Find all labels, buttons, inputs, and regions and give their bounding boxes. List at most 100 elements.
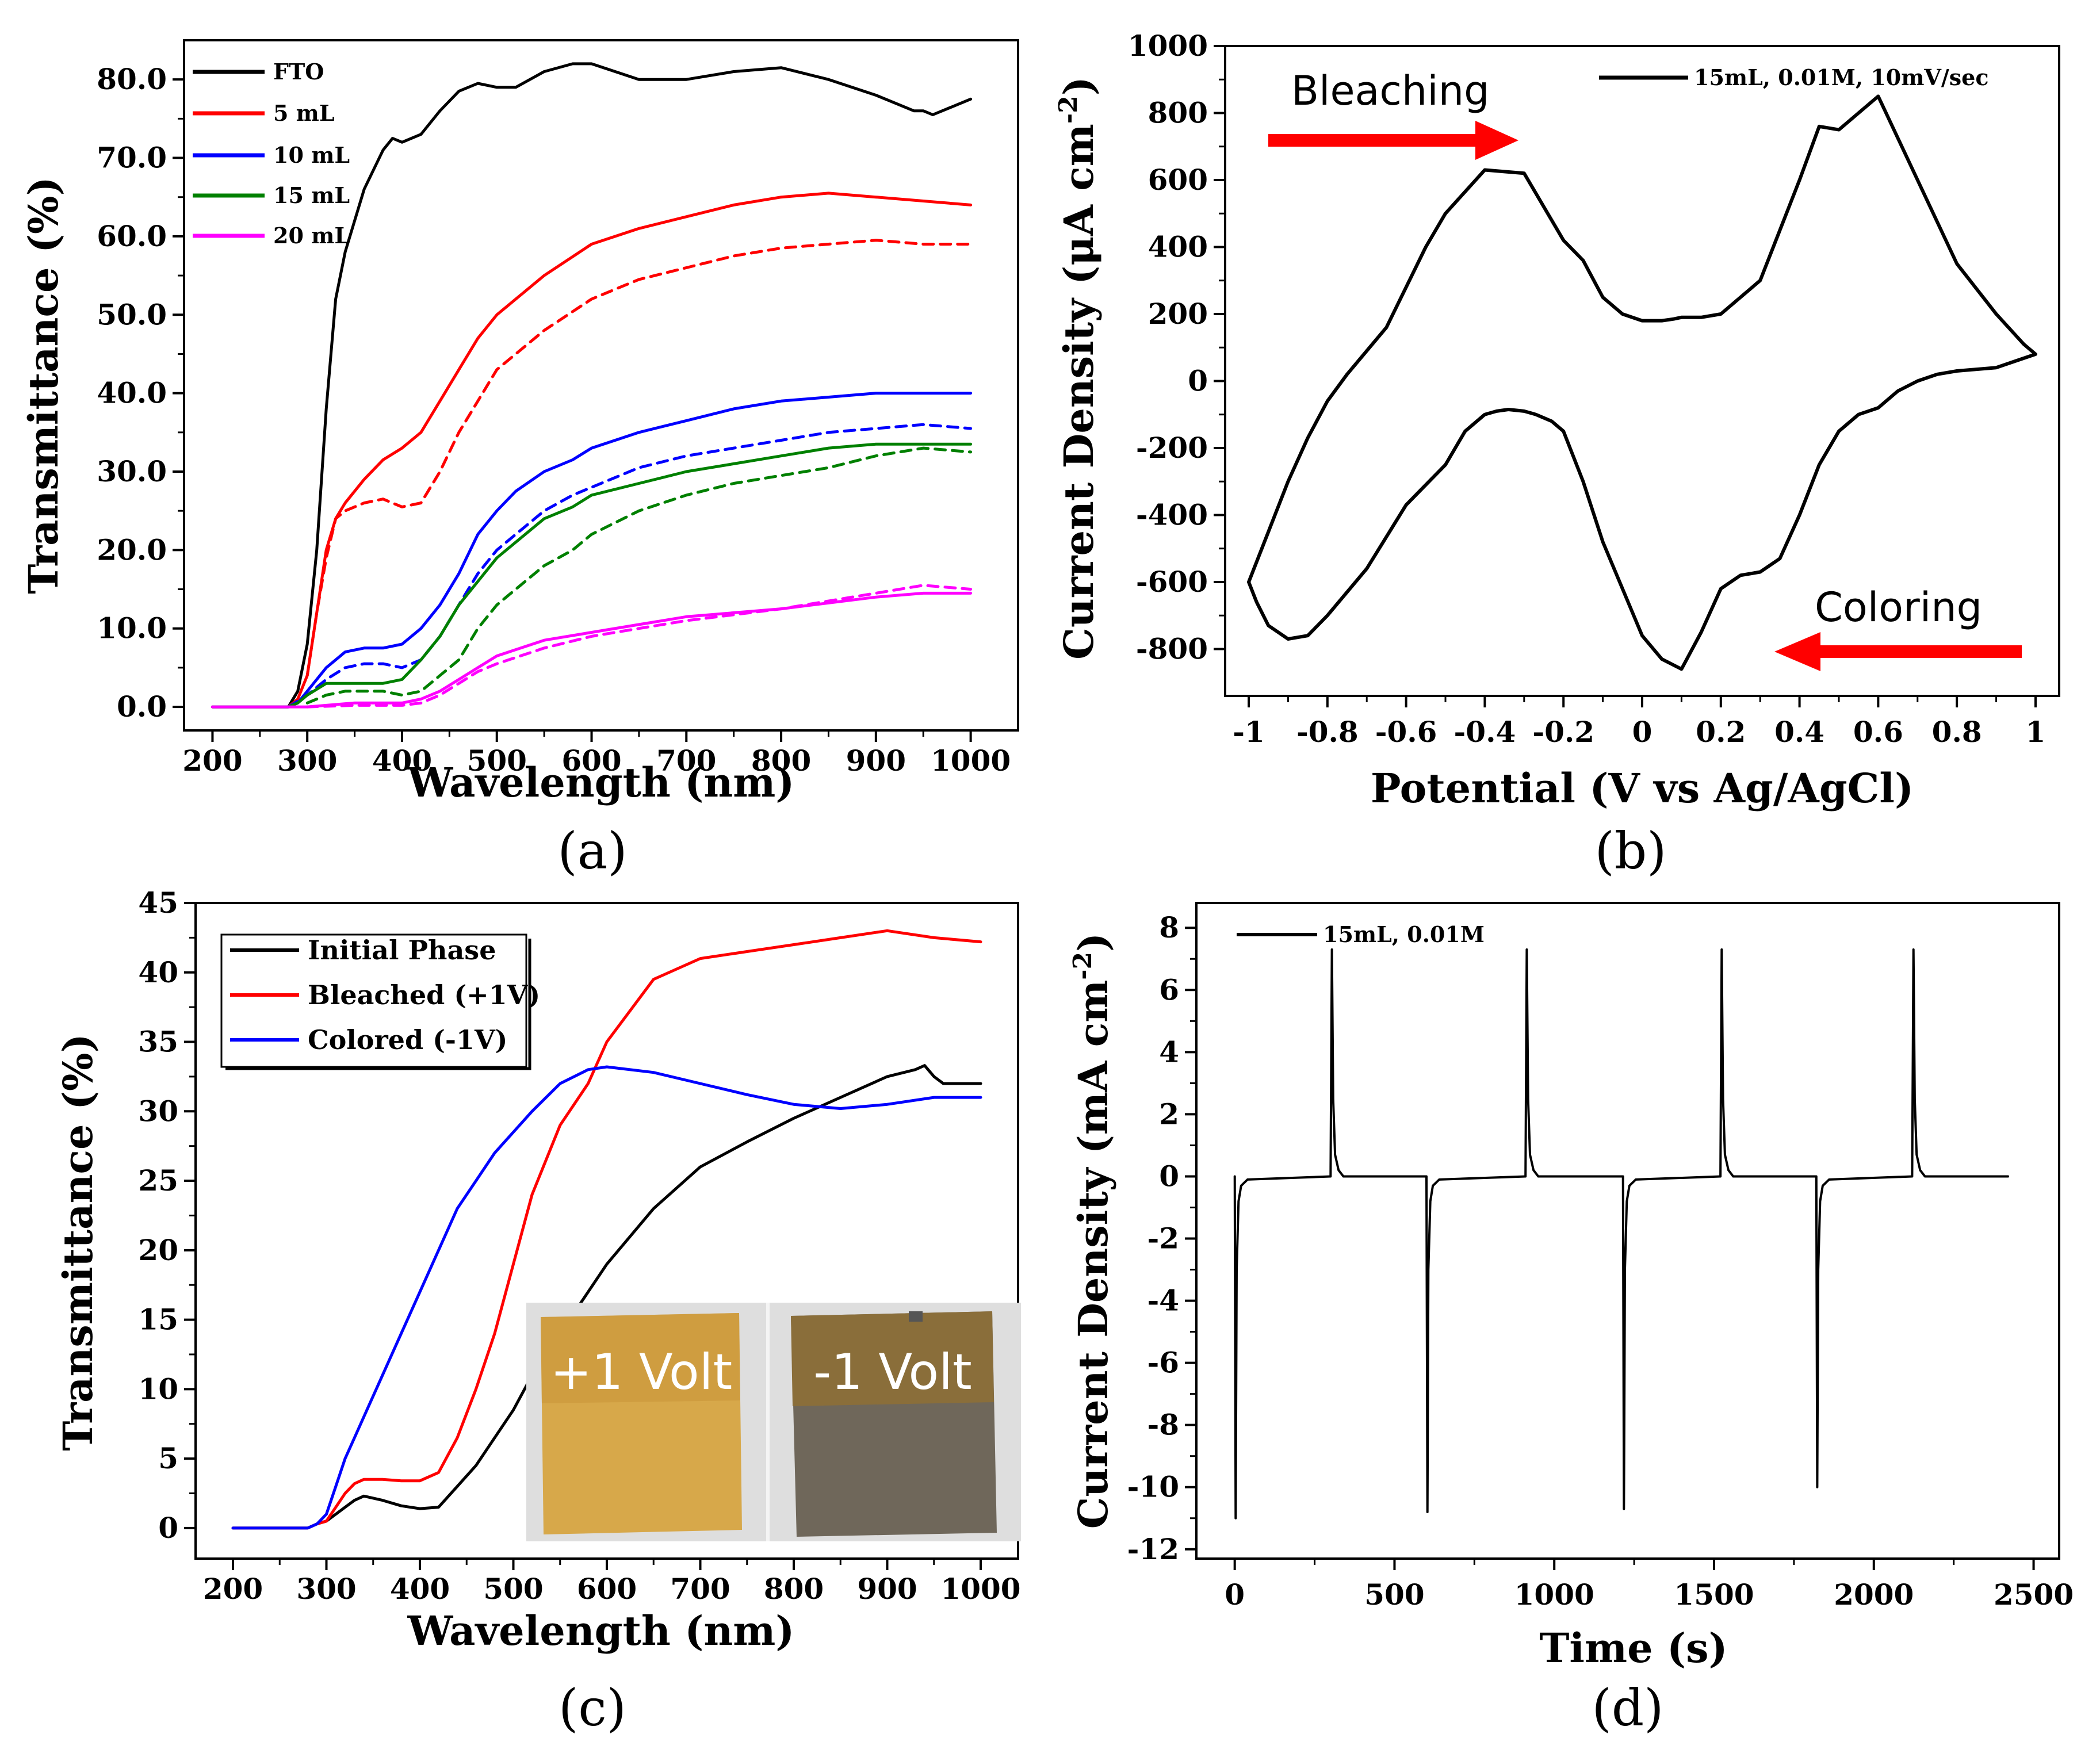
panel-b-xtick-label: 0.6: [1853, 715, 1903, 749]
panel-c-xtick-label: 200: [203, 1572, 263, 1606]
legend-label-fto: FTO: [273, 59, 324, 85]
panel-a-series-10-ml: [211, 392, 973, 709]
photo-label-plus-1-volt: +1 Volt: [550, 1344, 733, 1401]
panel-c-xtick-label: 500: [483, 1572, 543, 1606]
panel-c-xtick-label: 900: [857, 1572, 917, 1606]
panel-c: 200 300 400 500 600 700 800 900 1000 0 5 10 15 20 25 30…: [54, 886, 1021, 1737]
panel-d-ylabel: Current Density (mA cm-2): [1068, 933, 1117, 1529]
legend-label-initial: Initial Phase: [308, 935, 496, 966]
panel-c-ytick-label: 15: [138, 1303, 178, 1337]
panel-a: 200 300 400 500 600 700 800 900 1000 0.0 10.0 20.0 3…: [20, 39, 1019, 881]
panel-c-series-colored-1v: [231, 1065, 982, 1530]
panel-a-xtick-label: 1000: [931, 744, 1011, 778]
legend-label-20ml: 20 mL: [273, 223, 350, 248]
panel-c-xtick-label: 600: [577, 1572, 637, 1606]
panel-c-xtick-label: 700: [670, 1572, 730, 1606]
panel-c-ytick-label: 10: [138, 1372, 178, 1406]
panel-a-ytick-label: 50.0: [97, 297, 167, 331]
panel-a-xtick-label: 600: [561, 744, 621, 778]
panel-d-ytick-label: 6: [1159, 973, 1179, 1006]
panel-a-series-15-ml-dashed: [305, 446, 973, 705]
panel-d-ytick-label: -4: [1147, 1284, 1179, 1318]
bleaching-arrow-head: [1475, 121, 1518, 160]
panel-b-ylabel-end: ): [1055, 76, 1103, 95]
panel-d-ytick-label: 4: [1159, 1035, 1179, 1069]
panel-c-series-bleached-1v: [231, 929, 982, 1530]
panel-c-xtick-label: 1000: [940, 1572, 1020, 1606]
legend-label-10ml: 10 mL: [273, 142, 350, 168]
panel-a-ytick-label: 40.0: [97, 376, 167, 410]
panel-d-ytick-label: -8: [1147, 1408, 1179, 1442]
panel-d-ytick-label: 2: [1159, 1097, 1179, 1131]
legend-label-ca: 15mL, 0.01M: [1323, 921, 1485, 947]
panel-b-xtick-label: 0.8: [1932, 715, 1982, 749]
panel-b-ytick-label: 600: [1148, 163, 1208, 197]
panel-d-ytick-label: -12: [1127, 1532, 1179, 1566]
panel-a-ylabel: Transmittance (%): [20, 177, 67, 594]
panel-c-ylabel: Transmittance (%): [54, 1034, 102, 1450]
panel-d-xlabel: Time (s): [1539, 1624, 1727, 1672]
panel-a-series-20-ml: [211, 591, 973, 709]
panel-a-ytick-label: 30.0: [97, 454, 167, 488]
panel-c-series-initial-phase: [231, 1064, 982, 1530]
legend-label-colored: Colored (-1V): [308, 1024, 507, 1055]
panel-c-plot-area: [231, 929, 982, 1530]
panel-b: -1 -0.8 -0.6 -0.4 -0.2 0 0.2 0.4 0.6 0.8 1 -800 -600…: [1054, 29, 2060, 881]
panel-d-ytick-label: 8: [1159, 910, 1179, 944]
panel-c-legend-box: [220, 933, 527, 1068]
panel-b-ytick-label: 800: [1148, 95, 1208, 129]
panel-a-series-fto: [211, 62, 973, 709]
panel-b-ytick-label: -800: [1136, 631, 1208, 665]
panel-d-series-15ml-0-01m: [1233, 948, 2010, 1519]
panel-a-xtick-label: 300: [277, 744, 337, 778]
panel-c-ytick-label: 20: [138, 1233, 178, 1267]
legend-label-bleached: Bleached (+1V): [308, 979, 540, 1011]
panel-a-series-5-ml: [211, 192, 973, 709]
panel-c-ticks: 200 300 400 500 600 700 800 900 1000 0 5 10 15 20 25 30…: [138, 886, 1020, 1606]
panel-c-ytick-label: 25: [138, 1163, 178, 1197]
panel-c-ytick-label: 30: [138, 1094, 178, 1128]
panel-d-xtick-label: 500: [1364, 1578, 1424, 1612]
panel-a-xtick-label: 700: [656, 744, 716, 778]
panel-b-xtick-label: -1: [1233, 715, 1265, 749]
panel-d-xtick-label: 1000: [1514, 1578, 1594, 1612]
device-photo-inset: +1 Volt -1 Volt: [526, 1303, 1021, 1541]
panel-b-legend: 15mL, 0.01M, 10mV/sec: [1599, 64, 1989, 90]
panel-a-series-5-ml-dashed: [305, 239, 973, 677]
panel-d-ytick-label: 0: [1159, 1159, 1179, 1193]
panel-c-xtick-label: 800: [764, 1572, 824, 1606]
panel-b-ytick-label: -600: [1136, 565, 1208, 599]
panel-c-ytick-label: 45: [138, 886, 178, 920]
panel-c-xtick-label: 300: [296, 1572, 356, 1606]
panel-b-xtick-label: -0.2: [1532, 715, 1594, 749]
panel-d-ylabel-main: Current Density (mA cm: [1069, 980, 1117, 1529]
panel-a-ytick-label: 20.0: [97, 533, 167, 567]
panel-a-xtick-label: 900: [846, 744, 906, 778]
panel-b-ylabel: Current Density (μA cm-2): [1054, 76, 1103, 660]
panel-a-ytick-label: 70.0: [97, 141, 167, 175]
panel-b-ytick-label: 0: [1188, 363, 1208, 397]
panel-d-ytick-label: -6: [1147, 1346, 1179, 1380]
panel-b-label: (b): [1595, 821, 1667, 881]
coloring-arrow: [1774, 632, 2022, 671]
panel-b-xlabel: Potential (V vs Ag/AgCl): [1371, 764, 1914, 812]
panel-d-ticks: 0 500 1000 1500 2000 2500 -12 -10 -8 -6 -4 -2 0 2 4 6 8: [1127, 910, 2074, 1612]
panel-a-ticks: 200 300 400 500 600 700 800 900 1000 0.0 10.0 20.0 3…: [97, 62, 1011, 778]
panel-d-xtick-label: 2000: [1834, 1578, 1914, 1612]
panel-a-xtick-label: 500: [467, 744, 527, 778]
panel-b-series-15ml-0-01m-10mv-sec: [1247, 94, 2037, 671]
bleached-device-top: [541, 1313, 740, 1403]
panel-c-xtick-label: 400: [390, 1572, 450, 1606]
bleaching-arrow: [1268, 121, 1518, 160]
panel-a-ytick-label: 80.0: [97, 62, 167, 96]
panel-a-xtick-label: 800: [751, 744, 811, 778]
panel-b-ytick-label: 200: [1148, 297, 1208, 331]
panel-d-legend: 15mL, 0.01M: [1237, 921, 1485, 947]
panel-b-xtick-label: -0.6: [1375, 715, 1437, 749]
panel-c-xlabel: Wavelength (nm): [407, 1607, 795, 1655]
panel-d-xtick-label: 2500: [1994, 1578, 2074, 1612]
panel-a-series-10-ml-dashed: [286, 423, 973, 709]
panel-c-ytick-label: 5: [158, 1441, 178, 1475]
colored-device-top: [791, 1311, 994, 1406]
